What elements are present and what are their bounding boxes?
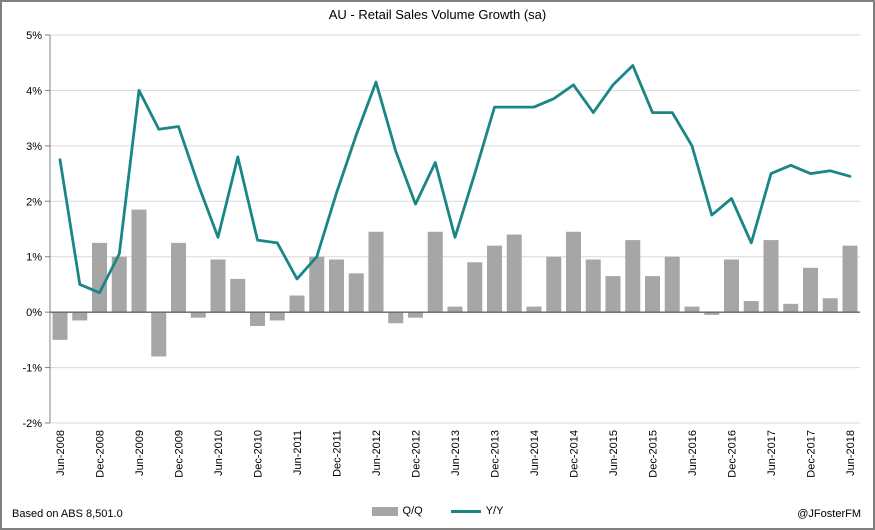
y-tick-label: -2%	[22, 418, 42, 430]
x-tick-label: Dec-2008	[95, 430, 107, 478]
qq-bar-Sep-2009	[151, 312, 167, 357]
qq-bar-Sep-2011	[309, 256, 325, 313]
qq-bar-Mar-2017	[743, 301, 759, 313]
qq-bar-Mar-2012	[348, 273, 364, 313]
x-tick-label: Jun-2010	[213, 430, 225, 476]
legend: Q/Q Y/Y	[2, 505, 873, 517]
qq-bar-Jun-2010	[210, 259, 226, 313]
x-tick-label: Jun-2015	[608, 430, 620, 476]
x-tick-label: Jun-2017	[766, 430, 778, 476]
qq-bar-Sep-2016	[704, 312, 720, 315]
x-tick-label: Jun-2013	[450, 430, 462, 476]
legend-item-yy: Y/Y	[450, 505, 504, 517]
qq-bar-Jun-2013	[447, 306, 463, 313]
qq-bar-Sep-2015	[625, 240, 641, 313]
x-tick-label: Dec-2013	[490, 430, 502, 478]
x-tick-label: Dec-2017	[806, 430, 818, 478]
qq-bar-Jun-2018	[842, 245, 858, 313]
chart-title: AU - Retail Sales Volume Growth (sa)	[328, 7, 547, 22]
author-handle: @JFosterFM	[797, 508, 861, 520]
qq-bar-Mar-2011	[269, 312, 285, 321]
qq-bar-Jun-2011	[289, 295, 305, 313]
qq-bar-Dec-2017	[803, 267, 818, 313]
qq-bar-Dec-2009	[171, 242, 186, 313]
qq-bar-Mar-2018	[822, 298, 838, 313]
qq-bar-Sep-2017	[783, 303, 799, 313]
qq-bar-Mar-2016	[664, 256, 680, 313]
x-tick-label: Dec-2009	[174, 430, 186, 478]
qq-bar-Jun-2008	[52, 312, 68, 340]
x-tick-label: Jun-2018	[845, 430, 857, 476]
qq-bar-Mar-2010	[190, 312, 206, 318]
x-tick-label: Dec-2014	[569, 430, 581, 478]
y-tick-label: 1%	[26, 252, 42, 264]
source-note: Based on ABS 8,501.0	[12, 508, 123, 520]
qq-bar-Dec-2016	[724, 259, 739, 313]
x-tick-label: Jun-2014	[529, 430, 541, 476]
yy-line	[58, 64, 852, 295]
qq-bar-Sep-2014	[546, 256, 562, 313]
qq-bar-Sep-2008	[72, 312, 88, 321]
x-tick-label: Dec-2015	[648, 430, 660, 478]
qq-bar-Dec-2012	[408, 312, 423, 318]
x-tick-label: Dec-2012	[411, 430, 423, 478]
qq-bar-Mar-2009	[111, 256, 127, 313]
x-tick-label: Dec-2010	[253, 430, 265, 478]
x-tick-label: Dec-2016	[727, 430, 739, 478]
x-tick-label: Jun-2008	[55, 430, 67, 476]
x-tick-label: Dec-2011	[332, 430, 344, 477]
qq-bar-swatch-icon	[371, 506, 398, 516]
x-tick-label: Jun-2016	[687, 430, 699, 476]
qq-bar-Jun-2017	[763, 240, 779, 313]
qq-bar-Jun-2009	[131, 209, 147, 313]
qq-bar-Sep-2012	[388, 312, 404, 324]
y-tick-label: 0%	[26, 307, 42, 319]
legend-item-qq: Q/Q	[371, 505, 423, 517]
qq-bar-Dec-2011	[329, 259, 344, 313]
qq-bar-Mar-2015	[585, 259, 601, 313]
y-tick-label: -1%	[22, 363, 42, 375]
x-tick-label: Jun-2011	[292, 430, 304, 475]
y-tick-label: 2%	[26, 196, 42, 208]
qq-bar-Dec-2010	[250, 312, 265, 326]
x-tick-label: Jun-2009	[134, 430, 146, 476]
y-tick-label: 4%	[26, 85, 42, 97]
qq-bar-Mar-2014	[506, 234, 522, 313]
x-tick-label: Jun-2012	[371, 430, 383, 476]
qq-bar-Sep-2010	[230, 278, 246, 313]
qq-bar-Sep-2013	[467, 262, 483, 313]
yy-line-swatch-icon	[450, 509, 481, 513]
qq-bar-Jun-2015	[605, 276, 621, 313]
qq-bar-Dec-2013	[487, 245, 502, 313]
qq-bar-Mar-2013	[427, 231, 443, 313]
qq-bar-Dec-2015	[645, 276, 660, 313]
y-tick-label: 5%	[26, 30, 42, 42]
qq-bar-Dec-2014	[566, 231, 581, 313]
qq-bar-Jun-2012	[368, 231, 384, 313]
qq-bar-Jun-2014	[526, 306, 542, 313]
legend-label-qq: Q/Q	[402, 505, 423, 517]
qq-bar-Dec-2008	[92, 242, 107, 313]
y-tick-label: 3%	[26, 141, 42, 153]
legend-label-yy: Y/Y	[485, 505, 504, 517]
qq-bar-Jun-2016	[684, 306, 700, 313]
